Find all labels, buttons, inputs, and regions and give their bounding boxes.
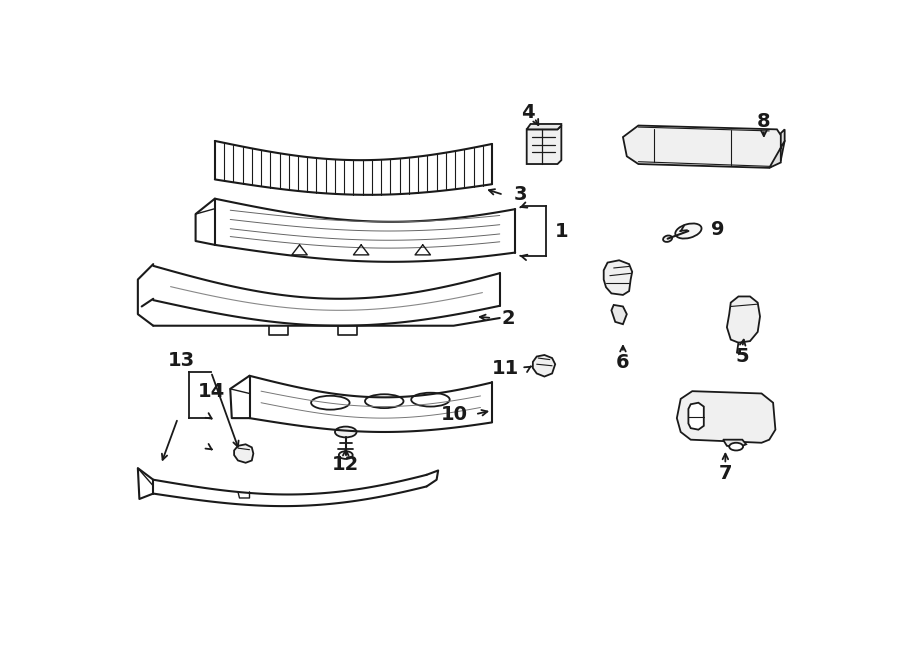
Text: 9: 9 xyxy=(712,220,725,239)
Text: 6: 6 xyxy=(616,353,630,372)
Text: 8: 8 xyxy=(757,112,770,131)
Text: 11: 11 xyxy=(491,358,519,377)
Polygon shape xyxy=(526,126,562,164)
Text: 3: 3 xyxy=(514,185,527,204)
Polygon shape xyxy=(623,126,785,168)
Polygon shape xyxy=(723,440,746,447)
Text: 10: 10 xyxy=(440,405,467,424)
Ellipse shape xyxy=(338,451,353,459)
Ellipse shape xyxy=(365,394,403,408)
Ellipse shape xyxy=(729,443,743,450)
Polygon shape xyxy=(727,297,760,342)
Polygon shape xyxy=(526,124,562,130)
Polygon shape xyxy=(604,260,632,295)
Text: 12: 12 xyxy=(332,455,359,474)
Text: 7: 7 xyxy=(718,464,732,483)
Text: 5: 5 xyxy=(735,347,749,366)
Text: 2: 2 xyxy=(501,309,515,327)
Polygon shape xyxy=(677,391,776,443)
Polygon shape xyxy=(770,130,785,168)
Text: 1: 1 xyxy=(555,221,569,241)
Polygon shape xyxy=(234,444,254,463)
Polygon shape xyxy=(533,355,555,377)
Ellipse shape xyxy=(663,235,672,242)
Ellipse shape xyxy=(411,393,450,407)
Text: 13: 13 xyxy=(168,351,195,370)
Ellipse shape xyxy=(311,396,349,410)
Ellipse shape xyxy=(335,426,356,438)
Polygon shape xyxy=(611,305,626,324)
Text: 14: 14 xyxy=(198,381,225,401)
Text: 4: 4 xyxy=(521,103,535,122)
Polygon shape xyxy=(688,403,704,430)
Ellipse shape xyxy=(675,223,701,239)
